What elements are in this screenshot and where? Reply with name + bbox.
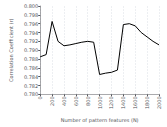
svg-text:1400: 1400 (120, 96, 126, 109)
svg-text:0: 0 (37, 96, 43, 99)
svg-text:1800: 1800 (144, 96, 150, 109)
svg-text:Number of pattern features (N): Number of pattern features (N) (61, 117, 139, 124)
svg-text:0.784: 0.784 (24, 74, 38, 80)
svg-text:1000: 1000 (97, 96, 103, 109)
svg-text:400: 400 (61, 96, 67, 106)
svg-text:800: 800 (85, 96, 91, 106)
svg-text:0.790: 0.790 (24, 47, 38, 53)
svg-text:1200: 1200 (108, 96, 114, 109)
svg-text:600: 600 (73, 96, 79, 106)
svg-text:200: 200 (49, 96, 55, 106)
svg-text:0.780: 0.780 (24, 91, 38, 97)
svg-text:Correlation Coefficient (r): Correlation Coefficient (r) (8, 18, 14, 82)
svg-text:0.794: 0.794 (24, 30, 38, 36)
svg-text:0.800: 0.800 (24, 3, 38, 9)
svg-text:0.798: 0.798 (24, 12, 38, 18)
svg-text:0.788: 0.788 (24, 56, 38, 62)
svg-text:1600: 1600 (132, 96, 138, 109)
svg-text:0.796: 0.796 (24, 21, 38, 27)
svg-text:2000: 2000 (156, 96, 162, 109)
svg-text:0.792: 0.792 (24, 38, 38, 44)
svg-text:0.786: 0.786 (24, 65, 38, 71)
svg-text:0.782: 0.782 (24, 83, 38, 89)
